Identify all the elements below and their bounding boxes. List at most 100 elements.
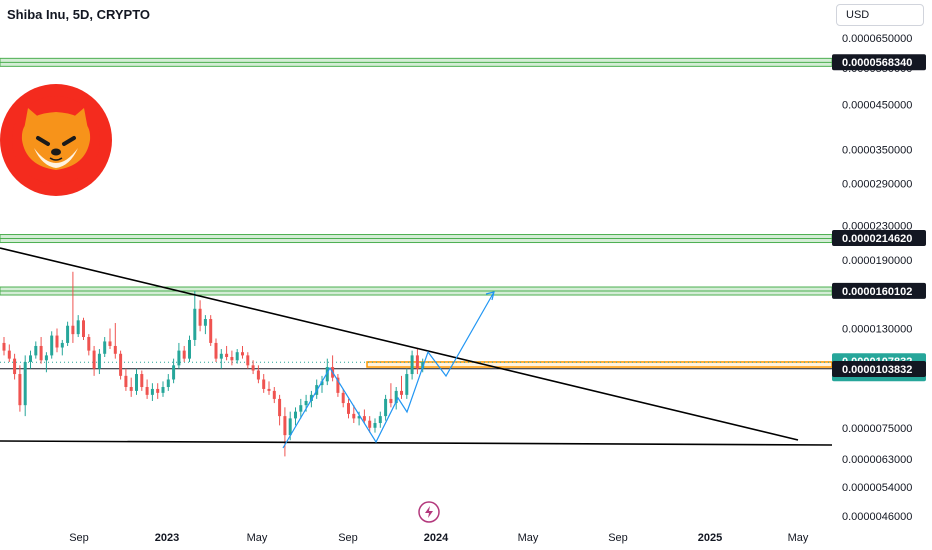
candle	[82, 317, 85, 340]
x-tick-label: May	[788, 532, 809, 544]
support-trendline[interactable]	[0, 440, 833, 446]
y-tick-label: 0.0000075000	[842, 423, 912, 435]
candle-body	[389, 398, 393, 404]
candle-body	[92, 350, 96, 369]
candle-body	[82, 320, 85, 338]
y-tick-label: 0.0000230000	[842, 221, 912, 233]
candle	[378, 411, 382, 428]
candle	[272, 387, 276, 404]
candle	[331, 355, 335, 382]
candle-body	[283, 416, 287, 436]
lightning-icon[interactable]	[418, 501, 440, 523]
candle-body	[230, 357, 234, 361]
candle	[203, 315, 207, 335]
candle-body	[304, 400, 308, 406]
trendlines[interactable]	[0, 247, 833, 446]
candle	[97, 349, 101, 375]
time-axis[interactable]: Sep 2023 May Sep 2024 May Sep 2025 May	[69, 532, 809, 544]
candle-body	[241, 352, 244, 356]
candle-body	[119, 353, 123, 376]
candle-body	[203, 319, 207, 326]
projection-path[interactable]	[282, 291, 495, 449]
candle-body	[352, 413, 356, 419]
candle	[76, 315, 80, 338]
candle	[177, 342, 181, 369]
candle-body	[55, 335, 59, 348]
candle	[18, 365, 22, 412]
candle-body	[400, 390, 403, 395]
candle-body	[44, 355, 48, 361]
projection-polyline[interactable]	[282, 291, 495, 449]
candle	[415, 349, 419, 375]
candle-body	[161, 387, 165, 393]
candle-body	[140, 374, 144, 388]
candle	[145, 379, 149, 399]
x-tick-label: Sep	[338, 532, 358, 544]
candle-body	[39, 345, 43, 361]
candle	[71, 271, 75, 343]
candle-body	[7, 350, 11, 359]
price-tags: 0.0000568340 0.0000214620 0.0000160102 0.00…	[832, 54, 926, 382]
candle-body	[341, 392, 345, 404]
price-axis[interactable]: 0.00006500000.00005500000.00004500000.00…	[842, 33, 912, 523]
candle-body	[336, 377, 340, 393]
descending-trendline[interactable]	[0, 247, 799, 441]
currency-selector[interactable]: USD	[836, 4, 924, 26]
candle	[50, 331, 54, 359]
candle	[256, 365, 260, 384]
x-tick-label: May	[518, 532, 539, 544]
candle-body	[13, 358, 17, 375]
candle-body	[18, 374, 22, 406]
x-tick-label: May	[247, 532, 268, 544]
candle-body	[87, 337, 91, 351]
candle-body	[373, 423, 377, 428]
candle-body	[29, 355, 32, 362]
y-tick-label: 0.0000063000	[842, 454, 912, 466]
candle	[214, 338, 218, 362]
price-tag-value: 0.0000568340	[842, 57, 912, 69]
candle	[394, 387, 398, 410]
candle	[92, 345, 96, 376]
candle	[230, 350, 234, 366]
candle	[119, 350, 123, 380]
candle	[193, 291, 197, 346]
candle	[283, 407, 287, 457]
candle	[400, 375, 403, 399]
candle-body	[225, 353, 229, 358]
candle-body	[113, 345, 117, 354]
candle	[129, 377, 133, 397]
candle-body	[219, 353, 223, 359]
chart-title: Shiba Inu, 5D, CRYPTO	[7, 7, 151, 22]
candle-body	[150, 388, 154, 395]
candle	[389, 383, 393, 408]
candle	[225, 345, 229, 361]
candle	[66, 321, 70, 346]
candle	[384, 394, 388, 421]
candle-body	[246, 355, 250, 366]
candle-body	[288, 418, 292, 436]
candle	[373, 418, 377, 433]
candle	[241, 345, 244, 359]
y-tick-label: 0.0000130000	[842, 323, 912, 335]
candle	[140, 370, 144, 391]
candle	[13, 353, 17, 380]
candle-body	[76, 320, 80, 335]
candle-body	[135, 374, 138, 391]
candle	[246, 352, 250, 369]
candle-body	[166, 379, 170, 388]
candle-body	[362, 416, 366, 421]
candle-body	[2, 342, 6, 351]
candle	[124, 368, 128, 391]
candle-body	[60, 342, 64, 348]
candle	[410, 350, 414, 380]
candle	[320, 375, 324, 393]
candle-body	[251, 365, 255, 371]
candle-body	[294, 411, 297, 419]
candle	[405, 368, 409, 399]
y-tick-label: 0.0000290000	[842, 179, 912, 191]
candle-body	[172, 365, 176, 380]
candle-body	[188, 339, 191, 359]
candle-body	[124, 375, 128, 388]
candle	[29, 350, 32, 369]
